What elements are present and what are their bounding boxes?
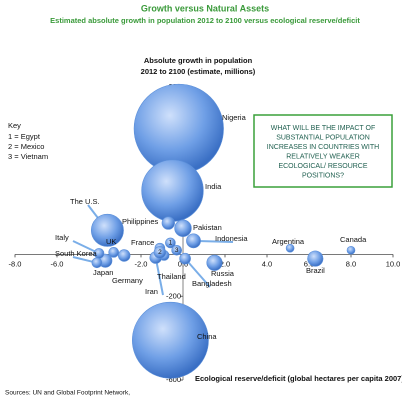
point-label: Brazil <box>306 266 325 275</box>
point-label: 3 <box>175 247 179 254</box>
callout-text: INCREASES IN COUNTRIES WITH <box>267 144 379 151</box>
point-label: 1 <box>169 240 173 247</box>
point-label: The U.S. <box>70 197 100 206</box>
bubble <box>161 216 175 230</box>
callout-text: POSITIONS? <box>302 172 344 179</box>
bubble <box>91 257 103 269</box>
point-label: China <box>197 332 217 341</box>
chart-title: Growth versus Natural Assets <box>141 3 269 13</box>
key-item: 1 = Egypt <box>8 132 41 141</box>
x-tick-label: -6.0 <box>51 259 64 268</box>
point-label: Russia <box>211 269 235 278</box>
x-axis-title: Ecological reserve/deficit (global hecta… <box>195 374 402 383</box>
callout-text: SUBSTANTIAL POPULATION <box>276 134 370 141</box>
bubble <box>285 243 295 253</box>
bubble <box>108 247 119 258</box>
point-label: 2 <box>158 249 162 256</box>
point-label: Argentina <box>272 237 305 246</box>
chart-subtitle: Estimated absolute growth in population … <box>50 16 360 25</box>
point-label: Indonesia <box>215 234 248 243</box>
bubble <box>117 249 131 262</box>
y-tick-label: -200 <box>166 291 181 300</box>
bubble <box>165 237 176 249</box>
y-axis-title: 2012 to 2100 (estimate, millions) <box>141 67 256 76</box>
point-label: UK <box>106 237 116 246</box>
leader-line <box>184 257 211 288</box>
callout-text: WHAT WILL BE THE IMPACT OF <box>271 125 376 132</box>
point-label: South Korea <box>55 249 98 258</box>
point-label: Thailand <box>157 272 186 281</box>
point-label: France <box>131 238 154 247</box>
point-label: Bangladesh <box>192 279 232 288</box>
point-label: Germany <box>112 276 143 285</box>
x-tick-label: -8.0 <box>9 259 22 268</box>
x-tick-label: 6.0 <box>304 259 314 268</box>
point-label: India <box>205 182 222 191</box>
source: Sources: UN and Global Footprint Network… <box>5 390 130 397</box>
callout-text: ECOLOGICAL/ RESOURCE <box>278 163 367 170</box>
x-tick-label: 10.0 <box>386 259 401 268</box>
callout-box <box>253 114 393 188</box>
key-item: 2 = Mexico <box>8 142 44 151</box>
point-label: Canada <box>340 235 367 244</box>
x-tick-label: -2.0 <box>135 259 148 268</box>
bubble <box>153 246 167 259</box>
bubble <box>186 233 201 249</box>
point-label: Japan <box>93 268 113 277</box>
bubble <box>141 159 204 222</box>
bubble <box>206 254 223 271</box>
bubble <box>307 250 324 267</box>
y-axis-title: Absolute growth in population <box>144 56 253 65</box>
bubble <box>174 219 192 237</box>
bubble <box>171 244 182 256</box>
key-item: 3 = Vietnam <box>8 152 48 161</box>
x-tick-label: 8.0 <box>346 259 356 268</box>
point-label: Pakistan <box>193 223 222 232</box>
x-tick-label: 4.0 <box>262 259 272 268</box>
point-label: Nigeria <box>222 113 247 122</box>
callout-text: RELATIVELY WEAKER <box>286 153 360 160</box>
y-tick-label: -600 <box>166 375 181 384</box>
x-tick-label: 2.0 <box>220 259 230 268</box>
bubble <box>346 245 356 255</box>
point-label: Philippines <box>122 217 159 226</box>
bubble <box>179 252 191 265</box>
key-title: Key <box>8 121 21 130</box>
bubble <box>90 213 124 247</box>
point-label: Italy <box>55 233 69 242</box>
bubble <box>132 301 209 379</box>
point-label: Iran <box>145 287 158 296</box>
leader-line <box>154 257 164 296</box>
